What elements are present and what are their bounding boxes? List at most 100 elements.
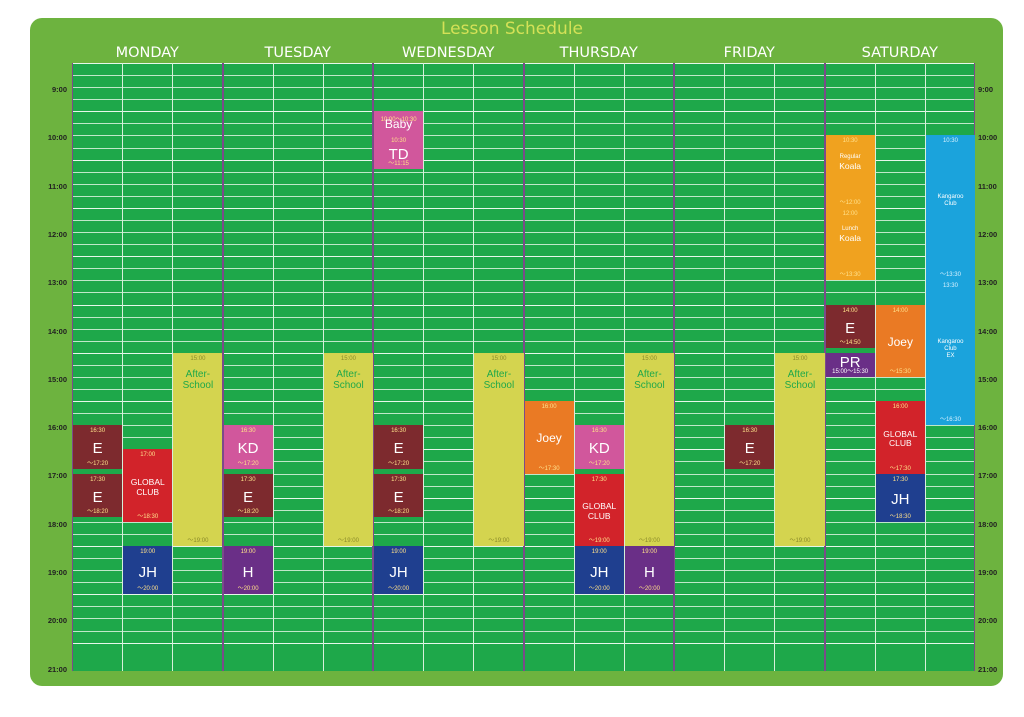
lesson-name: GLOBAL CLUB bbox=[130, 476, 165, 497]
column-line bbox=[673, 63, 676, 671]
lesson-block[interactable]: 12:00 Lunch Koala ～13:30 bbox=[825, 207, 875, 281]
lesson-start-time: 16:30 bbox=[742, 428, 758, 435]
lesson-name: After- School bbox=[333, 368, 364, 392]
lesson-name: TD bbox=[388, 145, 409, 163]
lesson-start-time: 13:30 bbox=[942, 283, 958, 290]
time-label: 16:00 bbox=[978, 423, 998, 433]
time-label: 11:00 bbox=[978, 181, 997, 191]
lesson-block[interactable]: 14:00 Joey ～15:30 bbox=[875, 304, 925, 377]
lesson-name: After- School bbox=[182, 368, 214, 392]
lesson-block[interactable]: 16:30 E ～17:20 bbox=[374, 425, 424, 469]
lesson-block[interactable]: 16:00 Joey ～17:30 bbox=[524, 401, 574, 474]
lesson-name: E bbox=[243, 488, 254, 506]
lesson-start-time: 10:30 bbox=[391, 138, 407, 145]
lesson-end-time: ～19:00 bbox=[638, 537, 660, 544]
time-label: 13:00 bbox=[47, 278, 67, 288]
day-header-thursday: THURSDAY bbox=[559, 45, 638, 61]
lesson-block[interactable]: 17:30 E ～18:20 bbox=[374, 473, 424, 518]
lesson-name: After- School bbox=[784, 368, 816, 392]
lesson-start-time: 16:30 bbox=[90, 428, 106, 435]
lesson-name: Joey bbox=[887, 334, 913, 349]
lesson-start-time: 14:00 bbox=[842, 307, 858, 314]
column-line bbox=[221, 63, 224, 671]
lesson-end-time: ～19:00 bbox=[337, 537, 359, 544]
lesson-block[interactable]: 13:30 Kangaroo Club EX ～16:30 bbox=[925, 280, 975, 426]
lesson-end-time: ～17:20 bbox=[87, 460, 109, 467]
lesson-name: E bbox=[92, 488, 103, 506]
lesson-block[interactable]: 10:30 TD ～11:15 bbox=[374, 135, 424, 170]
lesson-name: E bbox=[845, 319, 856, 337]
lesson-block[interactable]: 19:00 JH ～20:00 bbox=[574, 546, 624, 595]
lesson-block[interactable]: 16:30 E ～17:20 bbox=[73, 425, 123, 469]
column-line bbox=[924, 63, 926, 671]
lesson-block[interactable]: 19:00 JH ～20:00 bbox=[374, 546, 424, 595]
lesson-start-time: 17:30 bbox=[90, 476, 106, 483]
lesson-block[interactable]: 16:00 GLOBAL CLUB ～17:30 bbox=[875, 401, 925, 474]
lesson-start-time: 16:30 bbox=[240, 428, 256, 435]
lesson-name: H bbox=[644, 563, 655, 581]
time-label: 13:00 bbox=[978, 278, 998, 288]
time-label: 16:00 bbox=[47, 423, 67, 433]
day-header-wednesday: WEDNESDAY bbox=[402, 45, 495, 61]
lesson-end-time: ～18:20 bbox=[87, 509, 109, 516]
lesson-end-time: ～17:20 bbox=[739, 460, 761, 467]
lesson-block[interactable]: 17:30 GLOBAL CLUB ～19:00 bbox=[574, 473, 624, 546]
column-line bbox=[372, 63, 375, 671]
time-label: 18:00 bbox=[978, 519, 998, 529]
lesson-name: Baby bbox=[384, 117, 413, 132]
lesson-end-time: ～19:00 bbox=[488, 537, 510, 544]
lesson-end-time: ～20:00 bbox=[137, 586, 159, 593]
lesson-end-time: ～20:00 bbox=[237, 586, 259, 593]
lesson-block[interactable]: 15:00 After- School ～19:00 bbox=[624, 352, 675, 546]
lesson-block[interactable]: 15:00 After- School ～19:00 bbox=[323, 352, 373, 546]
lesson-block[interactable]: 10:00～10:30 Baby bbox=[374, 111, 424, 136]
lesson-block[interactable]: 10:30 Regular Koala ～12:00 bbox=[825, 135, 875, 208]
lesson-name: E bbox=[92, 440, 103, 458]
lesson-block[interactable]: 19:00 H ～20:00 bbox=[223, 546, 273, 595]
lesson-block[interactable]: 19:00 H ～20:00 bbox=[624, 546, 675, 595]
lesson-block[interactable]: 17:30 JH ～18:30 bbox=[875, 473, 925, 522]
lesson-start-time: 16:30 bbox=[591, 428, 607, 435]
time-label: 12:00 bbox=[978, 229, 998, 239]
lesson-name: JH bbox=[389, 563, 408, 581]
lesson-block[interactable]: 17:30 E ～18:20 bbox=[73, 473, 123, 518]
lesson-block[interactable]: 19:00 JH ～20:00 bbox=[123, 546, 173, 595]
lesson-start-time: 16:00 bbox=[892, 404, 908, 411]
lesson-end-time: ～11:15 bbox=[388, 161, 409, 168]
lesson-name: After- School bbox=[483, 368, 515, 392]
lesson-start-time: 16:00 bbox=[541, 404, 557, 411]
lesson-block[interactable]: 10:30 Kangaroo Club ～13:30 bbox=[925, 135, 975, 281]
lesson-block[interactable]: 16:30 KD ～17:20 bbox=[574, 425, 624, 469]
lesson-end-time: ～17:20 bbox=[388, 460, 410, 467]
lesson-start-time: 17:30 bbox=[391, 476, 407, 483]
lesson-block[interactable]: 15:00 After- School ～19:00 bbox=[173, 352, 223, 546]
lesson-start-time: 10:30 bbox=[842, 138, 858, 145]
lesson-block[interactable]: 17:00 GLOBAL CLUB ～18:30 bbox=[123, 449, 173, 522]
time-label: 17:00 bbox=[47, 471, 67, 481]
lesson-end-time: ～20:00 bbox=[638, 586, 660, 593]
day-header-tuesday: TUESDAY bbox=[264, 45, 331, 61]
lesson-block[interactable]: 16:30 KD ～17:20 bbox=[223, 425, 273, 469]
lesson-block[interactable]: 17:30 E ～18:20 bbox=[223, 473, 273, 518]
lesson-block[interactable]: PR 15:00～15:30 bbox=[825, 352, 875, 377]
lesson-end-time: ～20:00 bbox=[388, 586, 410, 593]
lesson-block[interactable]: 15:00 After- School ～19:00 bbox=[775, 352, 825, 546]
lesson-block[interactable]: 14:00 E ～14:50 bbox=[825, 304, 875, 348]
lesson-end-time: ～17:30 bbox=[889, 465, 911, 472]
column-line bbox=[823, 63, 826, 671]
lesson-start-time: 15:00 bbox=[190, 355, 206, 362]
lesson-end-time: ～17:30 bbox=[538, 465, 560, 472]
time-label: 15:00 bbox=[978, 374, 998, 384]
time-label: 19:00 bbox=[978, 568, 998, 577]
lesson-block[interactable]: 16:30 E ～17:20 bbox=[725, 425, 775, 469]
lesson-name: GLOBAL CLUB bbox=[582, 500, 617, 521]
time-label: 11:00 bbox=[48, 181, 67, 191]
column-line bbox=[724, 63, 726, 671]
lesson-name: Koala bbox=[839, 160, 861, 171]
column-line bbox=[423, 63, 425, 671]
lesson-subtitle: Regular bbox=[839, 153, 861, 160]
lesson-block[interactable]: 15:00 After- School ～19:00 bbox=[474, 352, 524, 546]
lesson-end-time: ～17:20 bbox=[237, 460, 259, 467]
column-line bbox=[122, 63, 124, 671]
lesson-start-time: 16:30 bbox=[391, 428, 407, 435]
